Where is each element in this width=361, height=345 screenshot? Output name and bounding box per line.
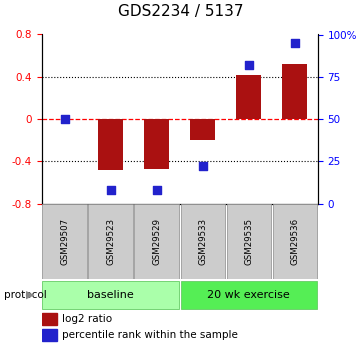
- Bar: [42, 313, 57, 325]
- Text: baseline: baseline: [87, 290, 134, 300]
- Bar: [43, 204, 87, 279]
- Text: GSM29523: GSM29523: [106, 218, 115, 265]
- Text: GSM29507: GSM29507: [60, 218, 69, 265]
- Text: protocol: protocol: [4, 290, 46, 300]
- Bar: [144, 119, 169, 169]
- Bar: [98, 119, 123, 170]
- Bar: [43, 281, 179, 309]
- Point: [62, 116, 68, 122]
- Text: ▶: ▶: [26, 290, 34, 300]
- Point: [292, 40, 297, 46]
- Text: log2 ratio: log2 ratio: [62, 314, 112, 324]
- Point: [200, 164, 205, 169]
- Bar: [180, 281, 317, 309]
- Bar: [135, 204, 179, 279]
- Text: GSM29533: GSM29533: [198, 218, 207, 265]
- Bar: [236, 75, 261, 119]
- Bar: [180, 204, 225, 279]
- Text: GSM29536: GSM29536: [290, 218, 299, 265]
- Bar: [190, 119, 215, 140]
- Bar: [282, 64, 307, 119]
- Text: GSM29535: GSM29535: [244, 218, 253, 265]
- Bar: [273, 204, 317, 279]
- Bar: [88, 204, 132, 279]
- Point: [108, 187, 113, 193]
- Bar: [227, 204, 271, 279]
- Text: 20 wk exercise: 20 wk exercise: [207, 290, 290, 300]
- Text: GSM29529: GSM29529: [152, 218, 161, 265]
- Bar: [42, 329, 57, 341]
- Text: percentile rank within the sample: percentile rank within the sample: [62, 330, 238, 340]
- Point: [246, 62, 252, 68]
- Point: [154, 187, 160, 193]
- Text: GDS2234 / 5137: GDS2234 / 5137: [118, 4, 243, 19]
